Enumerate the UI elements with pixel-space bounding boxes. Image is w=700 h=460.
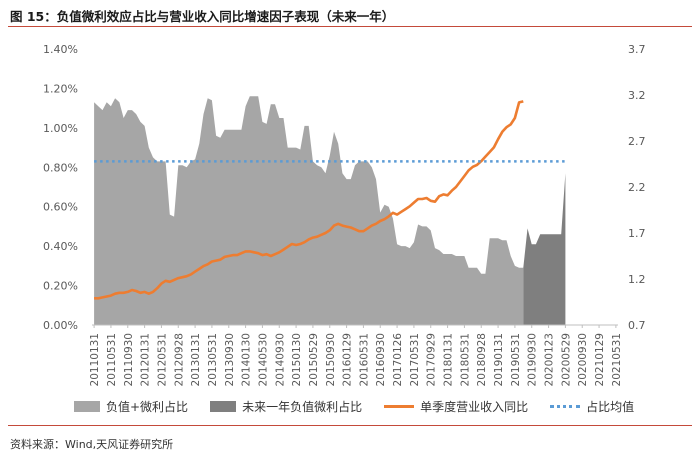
title-divider bbox=[8, 26, 692, 27]
x-tick-label: 20130531 bbox=[207, 333, 219, 386]
x-tick-label: 20150130 bbox=[291, 333, 303, 386]
x-tick-label: 20140130 bbox=[241, 333, 253, 386]
legend-item-mean: 占比均值 bbox=[550, 398, 634, 415]
x-tick-label: 20160129 bbox=[342, 333, 354, 386]
y-left-tick-label: 0.00% bbox=[43, 319, 78, 332]
x-tick-label: 20120531 bbox=[156, 333, 168, 386]
series-area-future-share bbox=[523, 173, 566, 325]
x-tick-label: 20210531 bbox=[611, 333, 623, 386]
y-right-tick-label: 2.2 bbox=[628, 181, 646, 194]
y-left-tick-label: 1.00% bbox=[43, 122, 78, 135]
legend-label-mean: 占比均值 bbox=[586, 399, 635, 414]
x-tick-label: 20120928 bbox=[173, 333, 185, 386]
source-divider bbox=[8, 425, 692, 426]
x-tick-label: 20150529 bbox=[308, 333, 320, 386]
x-tick-label: 20150930 bbox=[325, 333, 337, 386]
x-tick-label: 20130930 bbox=[224, 333, 236, 386]
y-left-tick-label: 1.20% bbox=[43, 82, 78, 95]
y-right-tick-label: 1.2 bbox=[628, 273, 646, 286]
x-axis: 20110131 20110531 20110930 20120131 20120531… bbox=[89, 324, 623, 387]
legend-label-future-share: 未来一年负值微利占比 bbox=[242, 399, 363, 414]
x-tick-label: 20190930 bbox=[527, 333, 539, 386]
series-area-past-share bbox=[94, 96, 524, 325]
plot-area bbox=[94, 96, 566, 325]
legend-item-revenue-growth: 单季度营业收入同比 bbox=[384, 398, 528, 415]
y-left-tick-label: 0.40% bbox=[43, 240, 78, 253]
y-right-tick-label: 3.7 bbox=[628, 43, 646, 56]
y-right-tick-label: 3.2 bbox=[628, 89, 646, 102]
series-line-revenue-growth bbox=[94, 100, 524, 300]
x-tick-label: 20190531 bbox=[510, 333, 522, 386]
x-tick-label: 20110930 bbox=[123, 333, 135, 386]
x-tick-label: 20110531 bbox=[106, 333, 118, 386]
legend-label-revenue-growth: 单季度营业收入同比 bbox=[420, 399, 529, 414]
y-left-axis: 0.00% 0.20% 0.40% 0.60% 0.80% 1.00% 1.20% 1.40% bbox=[43, 43, 78, 332]
x-tick-label: 20130131 bbox=[190, 333, 202, 386]
figure-title: 图 15：负值微利效应占比与营业收入同比增速因子表现（未来一年） bbox=[10, 9, 395, 24]
y-right-axis: 0.7 1.2 1.7 2.2 2.7 3.2 3.7 bbox=[628, 43, 646, 332]
x-tick-label: 20170929 bbox=[426, 333, 438, 386]
y-right-tick-label: 1.7 bbox=[628, 227, 646, 240]
y-left-tick-label: 0.20% bbox=[43, 280, 78, 293]
source-note: 资料来源：Wind,天风证券研究所 bbox=[10, 438, 174, 451]
x-tick-label: 20160930 bbox=[375, 333, 387, 386]
x-tick-label: 20110131 bbox=[89, 333, 101, 386]
legend-swatch-future-share bbox=[210, 400, 237, 412]
x-tick-label: 20140930 bbox=[274, 333, 286, 386]
x-tick-label: 20170531 bbox=[409, 333, 421, 386]
x-tick-label: 20190131 bbox=[493, 333, 505, 386]
legend-label-past-share: 负值+微利占比 bbox=[106, 399, 189, 414]
x-tick-label: 20120131 bbox=[140, 333, 152, 386]
x-tick-label: 20140530 bbox=[257, 333, 269, 386]
legend-item-future-share: 未来一年负值微利占比 bbox=[210, 398, 362, 415]
legend-swatch-past-share bbox=[74, 400, 100, 412]
legend-line-revenue-growth bbox=[384, 404, 415, 408]
y-right-tick-label: 2.7 bbox=[628, 135, 646, 148]
y-left-tick-label: 1.40% bbox=[43, 43, 78, 56]
chart: 0.00% 0.20% 0.40% 0.60% 0.80% 1.00% 1.20% 1.40%… bbox=[43, 43, 646, 387]
x-tick-label: 20180531 bbox=[459, 333, 471, 386]
legend: 负值+微利占比 未来一年负值微利占比 单季度营业收入同比 占比均值 bbox=[74, 396, 694, 416]
x-tick-label: 20170126 bbox=[392, 333, 404, 387]
x-tick-label: 20180928 bbox=[476, 333, 488, 386]
x-tick-label: 20200930 bbox=[577, 333, 589, 386]
legend-line-mean bbox=[550, 404, 581, 408]
legend-item-past-share: 负值+微利占比 bbox=[74, 398, 188, 415]
y-right-tick-label: 0.7 bbox=[628, 319, 646, 332]
x-tick-label: 20200529 bbox=[560, 333, 572, 386]
y-left-tick-label: 0.80% bbox=[43, 161, 78, 174]
y-left-tick-label: 0.60% bbox=[43, 201, 78, 214]
x-tick-label: 20180131 bbox=[443, 333, 455, 386]
x-tick-label: 20210129 bbox=[594, 333, 606, 386]
x-tick-label: 20200123 bbox=[544, 333, 556, 386]
x-tick-label: 20160531 bbox=[358, 333, 370, 386]
